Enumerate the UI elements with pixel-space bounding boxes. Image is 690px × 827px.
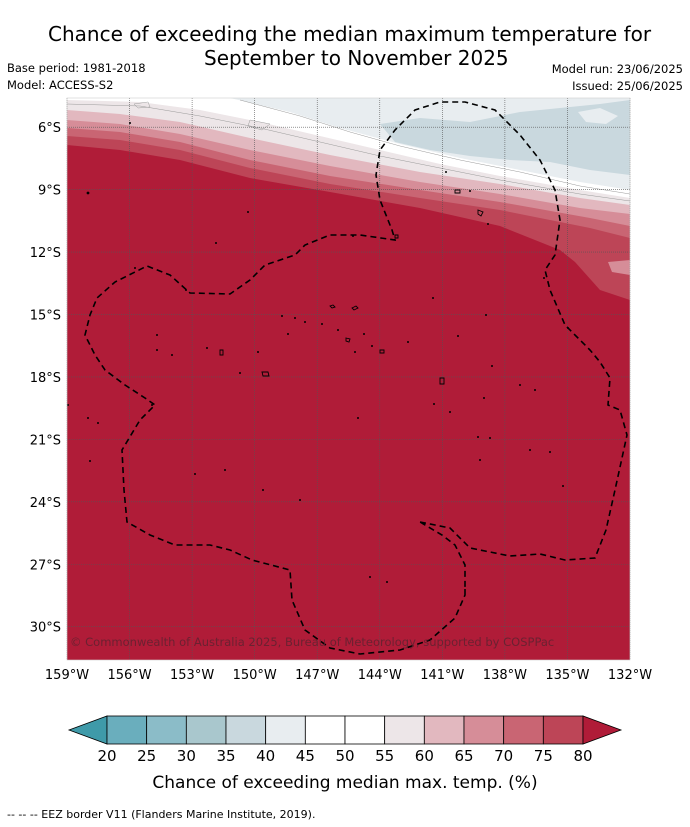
lon-label: 156°W bbox=[107, 668, 151, 683]
lon-label: 135°W bbox=[545, 668, 589, 683]
colorbar-segment bbox=[304, 715, 346, 745]
colorbar-tick: 50 bbox=[335, 747, 354, 765]
lon-label: 147°W bbox=[295, 668, 339, 683]
lon-label: 141°W bbox=[420, 668, 464, 683]
lat-label: 24°S bbox=[30, 496, 61, 511]
colorbar-tick: 25 bbox=[137, 747, 156, 765]
base-period: Base period: 1981-2018 bbox=[7, 61, 146, 75]
band-40-45-patch bbox=[578, 108, 618, 124]
colorbar-tick: 45 bbox=[296, 747, 315, 765]
colorbar bbox=[67, 715, 623, 745]
lat-label: 21°S bbox=[30, 433, 61, 448]
colorbar-extend-low bbox=[67, 715, 108, 745]
colorbar-segment bbox=[265, 715, 306, 745]
title-line-1: Chance of exceeding the median maximum t… bbox=[48, 22, 652, 46]
lat-label: 9°S bbox=[38, 184, 61, 199]
model-run: Model run: 23/06/2025 bbox=[551, 62, 683, 76]
colorbar-tick: 60 bbox=[415, 747, 434, 765]
colorbar-label: Chance of exceeding median max. temp. (%… bbox=[152, 773, 537, 793]
lat-label: 6°S bbox=[38, 121, 61, 136]
longitude-labels: 159°W 156°W 153°W 150°W 147°W 144°W 141°W 138°W… bbox=[45, 668, 652, 683]
colorbar-tick: 40 bbox=[256, 747, 275, 765]
colorbar-extend-high bbox=[582, 715, 623, 745]
colorbar-tick: 20 bbox=[97, 747, 116, 765]
lat-label: 18°S bbox=[30, 371, 61, 386]
colorbar-tick: 30 bbox=[177, 747, 196, 765]
colorbar-segment bbox=[542, 715, 584, 745]
meta-left: Base period: 1981-2018 Model: ACCESS-S2 bbox=[7, 60, 146, 94]
colorbar-segment bbox=[225, 715, 267, 745]
meta-right: Model run: 23/06/2025 Issued: 25/06/2025 bbox=[552, 61, 683, 95]
title-line-2: September to November 2025 bbox=[204, 46, 509, 70]
colorbar-segment bbox=[106, 715, 148, 745]
lat-label: 12°S bbox=[30, 246, 61, 261]
lat-label: 30°S bbox=[30, 621, 61, 636]
lon-label: 138°W bbox=[483, 668, 527, 683]
colorbar-segment bbox=[423, 715, 465, 745]
lon-label: 159°W bbox=[45, 668, 89, 683]
colorbar-segment bbox=[146, 715, 187, 745]
colorbar-segment bbox=[463, 715, 505, 745]
colorbar-segment bbox=[384, 715, 425, 745]
colorbar-tick-labels: 20 25 30 35 40 45 50 55 60 65 70 75 80 bbox=[97, 747, 592, 765]
colorbar-tick: 35 bbox=[216, 747, 235, 765]
colorbar-segment bbox=[185, 715, 227, 745]
colorbar-tick: 80 bbox=[573, 747, 592, 765]
lat-label: 27°S bbox=[30, 558, 61, 573]
issued-date: Issued: 25/06/2025 bbox=[572, 79, 683, 93]
lon-label: 150°W bbox=[233, 668, 277, 683]
probability-field bbox=[67, 98, 630, 660]
colorbar-tick: 70 bbox=[494, 747, 513, 765]
band-65-70-patch bbox=[608, 260, 630, 275]
map-frame bbox=[66, 97, 631, 661]
colorbar-segment bbox=[344, 715, 386, 745]
lon-label: 132°W bbox=[608, 668, 652, 683]
lon-label: 144°W bbox=[358, 668, 402, 683]
islands bbox=[219, 189, 484, 385]
model-name: Model: ACCESS-S2 bbox=[7, 78, 114, 92]
colorbar-tick: 65 bbox=[454, 747, 473, 765]
eez-legend: -- -- -- EEZ border V11 (Flanders Marine… bbox=[7, 808, 316, 821]
latitude-labels: 6°S 9°S 12°S 15°S 18°S 21°S 24°S 27°S 30°S bbox=[30, 121, 61, 636]
colorbar-tick: 75 bbox=[534, 747, 553, 765]
colorbar-tick: 55 bbox=[375, 747, 394, 765]
island-dots bbox=[67, 122, 569, 591]
lon-label: 153°W bbox=[170, 668, 214, 683]
copyright-notice: © Commonwealth of Australia 2025, Bureau… bbox=[70, 635, 554, 649]
eez-border bbox=[84, 101, 628, 655]
colorbar-segment bbox=[503, 715, 544, 745]
lat-label: 15°S bbox=[30, 308, 61, 323]
